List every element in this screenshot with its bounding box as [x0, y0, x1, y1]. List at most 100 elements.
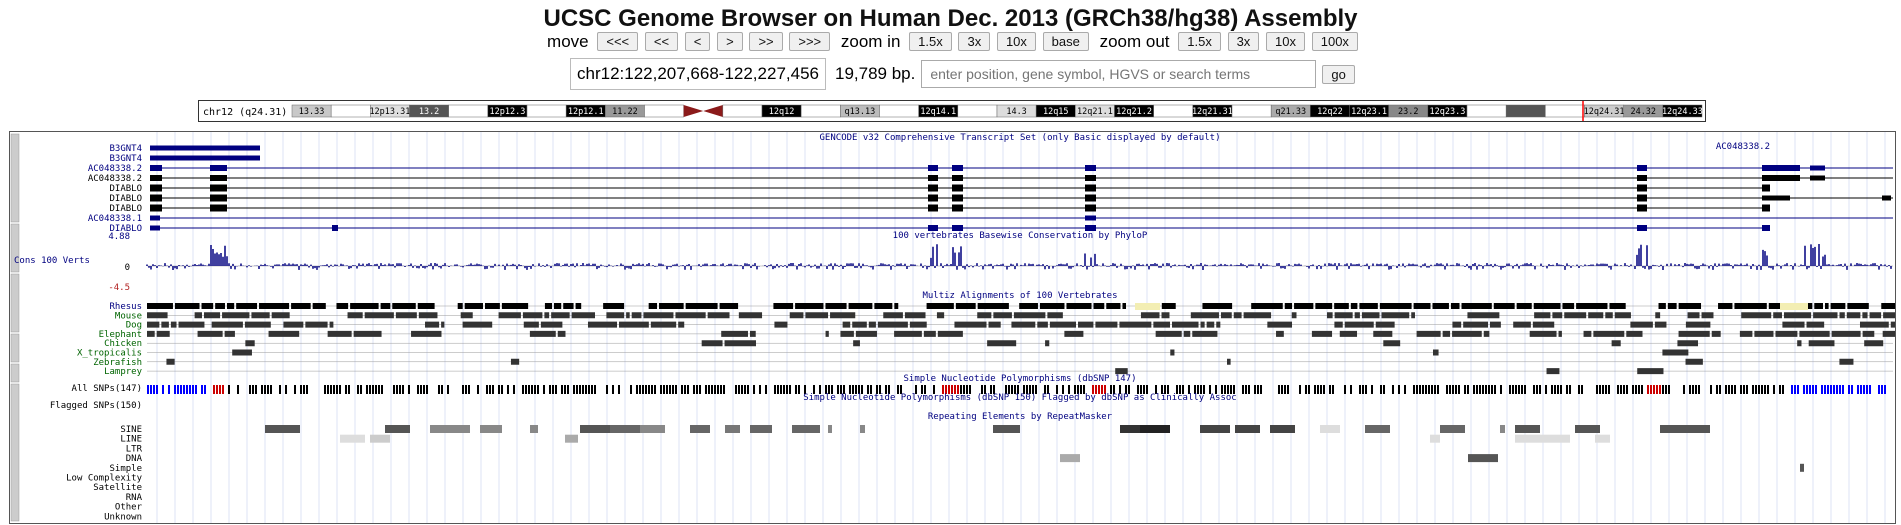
ideogram-band: [957, 104, 998, 118]
track-image[interactable]: GENCODE v32 Comprehensive Transcript Set…: [9, 131, 1896, 524]
move-far-right-button[interactable]: >>>: [789, 32, 831, 51]
band-label: 13.2: [419, 107, 439, 117]
track-drag-handle: [10, 223, 20, 273]
repeat-element: [450, 425, 470, 433]
ideogram-band: [800, 104, 841, 118]
transcript-exon: [210, 204, 227, 212]
transcript-exon: [1810, 175, 1825, 181]
repeat-class-label: RNA: [126, 493, 143, 503]
move-far-left-button[interactable]: <<<: [597, 32, 639, 51]
multiz-track-title: Multiz Alignments of 100 Vertebrates: [922, 291, 1117, 301]
repeat-element: [1235, 425, 1260, 433]
position-display[interactable]: chr12:122,207,668-122,227,456: [570, 58, 826, 90]
species-label: Lamprey: [104, 367, 143, 377]
transcript-exon: [1085, 194, 1096, 202]
ideogram-band: [526, 104, 567, 118]
track-drag-handle: [10, 363, 20, 383]
go-button[interactable]: go: [1322, 64, 1355, 84]
transcript-exon: [928, 194, 938, 202]
repeat-element: [1270, 425, 1295, 433]
chromosome-ideogram[interactable]: chr12 (q24.31) 13.33 12p13.31 13.2 12p12.3 12…: [198, 100, 1706, 122]
transcript-exon: [1762, 165, 1800, 171]
repeat-element: [828, 425, 832, 433]
repeat-element: [1430, 434, 1440, 443]
repeat-element: [385, 425, 410, 433]
transcript-exon: [150, 175, 162, 181]
zoom-out-10x-button[interactable]: 10x: [1266, 32, 1305, 51]
cons-max-label: 4.88: [108, 232, 130, 242]
band-label: 12q24.31: [1584, 107, 1625, 117]
band-label: 14.3: [1006, 107, 1026, 117]
move-left-button[interactable]: <<: [644, 32, 679, 51]
move-step-left-button[interactable]: <: [684, 32, 711, 51]
navigation-bar: move <<< << < > >> >>> zoom in 1.5x 3x 1…: [0, 32, 1901, 52]
repeat-element: [1365, 425, 1390, 433]
search-input[interactable]: [921, 60, 1317, 88]
transcript-exon: [1085, 165, 1096, 171]
transcript-exon: [1762, 195, 1790, 201]
ideogram-band: [1545, 104, 1585, 118]
repeat-class-label: LTR: [126, 444, 143, 454]
repeat-class-label: Other: [115, 503, 143, 513]
repeat-element: [1595, 434, 1610, 443]
zoom-in-1-5x-button[interactable]: 1.5x: [909, 32, 952, 51]
cons-track-label: Cons 100 Verts: [14, 256, 90, 266]
repeat-element: [792, 425, 820, 433]
transcript-exon: [928, 225, 938, 231]
cons-wiggle: [146, 244, 1892, 270]
transcript-exon: [210, 194, 227, 202]
zoom-out-3x-button[interactable]: 3x: [1227, 32, 1260, 51]
transcript-exon: [150, 215, 160, 221]
snp-all-track-title: Simple Nucleotide Polymorphisms (dbSNP 1…: [904, 374, 1137, 384]
gencode-track-title: GENCODE v32 Comprehensive Transcript Set…: [820, 133, 1221, 143]
alignment-highlight: [1135, 303, 1160, 310]
zoom-in-base-button[interactable]: base: [1042, 32, 1089, 51]
transcript-exon: [928, 204, 938, 212]
move-step-right-button[interactable]: >: [717, 32, 743, 51]
repeat-class-label: Simple: [109, 464, 142, 474]
transcript-exon: [1637, 225, 1647, 231]
snp-flagged-track-title: Simple Nucleotide Polymorphisms (dbSNP 1…: [803, 393, 1236, 403]
snp-all-label: All SNPs(147): [72, 384, 142, 394]
species-label: Elephant: [99, 330, 142, 340]
transcript-exon: [150, 225, 160, 231]
zoom-in-3x-button[interactable]: 3x: [958, 32, 991, 51]
species-label: X_tropicalis: [77, 349, 142, 359]
band-label: 12q12: [769, 107, 795, 117]
repeat-element: [340, 434, 365, 443]
band-label: 12p12.3: [490, 107, 526, 117]
band-label: 12q21.1: [1077, 107, 1113, 117]
transcript-label: DIABLO: [109, 224, 142, 234]
repeat-element: [860, 425, 865, 433]
repeat-element: [370, 434, 390, 443]
zoom-out-100x-button[interactable]: 100x: [1311, 32, 1358, 51]
region-size: 19,789 bp.: [834, 64, 916, 83]
snp-marks: [228, 385, 1784, 394]
repeat-element: [1515, 434, 1545, 443]
transcript-label: AC048338.1: [88, 214, 142, 224]
repeat-element: [265, 425, 300, 433]
band-label: 13.33: [299, 107, 325, 117]
repeat-element: [690, 425, 710, 433]
transcript-label: DIABLO: [109, 204, 142, 214]
alignment-blocks: [147, 303, 1895, 309]
band-label: 23.2: [1398, 107, 1418, 117]
transcript-exon: [1637, 165, 1647, 171]
zoom-in-10x-button[interactable]: 10x: [996, 32, 1036, 51]
transcript-exon: [210, 184, 227, 192]
move-label: move: [547, 32, 589, 51]
ideogram-band: [1466, 104, 1507, 118]
repeat-element: [1140, 425, 1170, 433]
band-label: 24.32: [1630, 107, 1656, 117]
alignment-blocks: [1115, 368, 1664, 375]
track-drag-handle: [10, 273, 20, 333]
repeat-class-label: Unknown: [104, 512, 142, 522]
move-right-button[interactable]: >>: [749, 32, 783, 51]
band-label: 12q22: [1317, 107, 1343, 117]
transcript-exon: [150, 145, 260, 151]
zoom-out-1-5x-button[interactable]: 1.5x: [1178, 32, 1221, 51]
band-label: 12q24.33: [1662, 107, 1703, 117]
cons-zero-label: 0: [125, 263, 130, 273]
ideogram-band: [1505, 104, 1546, 118]
transcript-exon: [332, 225, 338, 231]
